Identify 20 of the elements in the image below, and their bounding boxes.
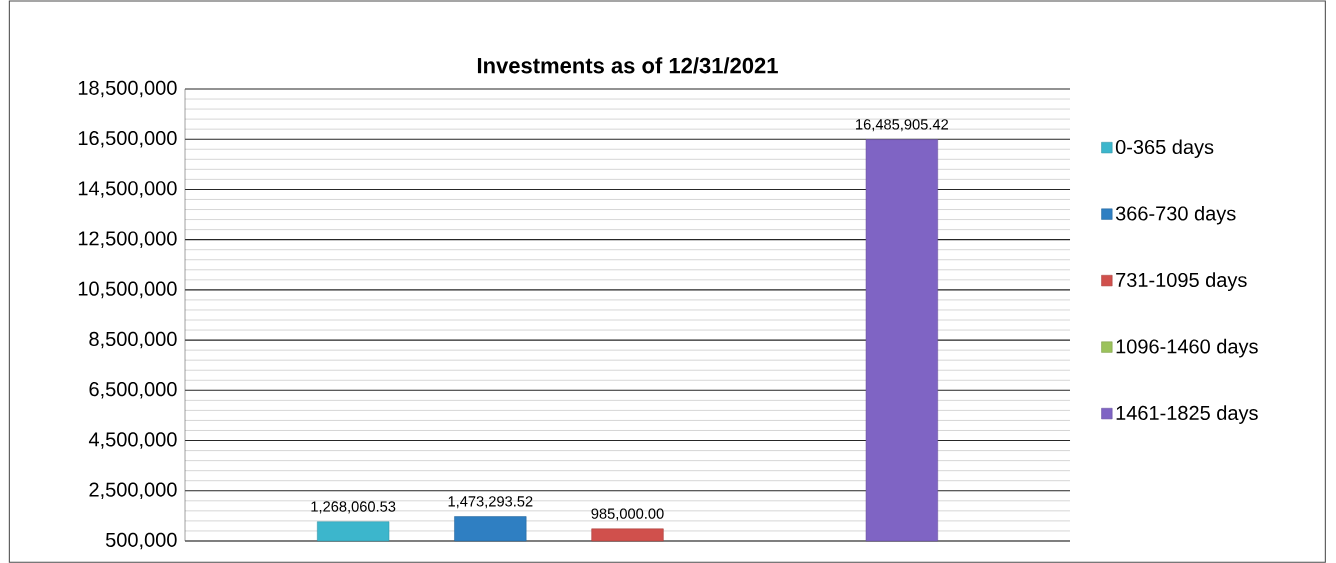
y-tick-label: 18,500,000 xyxy=(78,80,177,98)
legend-label: 366-730 days xyxy=(1115,205,1236,225)
legend-label: 0-365 days xyxy=(1115,139,1214,159)
chart-title: Investments as of 12/31/2021 xyxy=(477,57,778,74)
y-tick-label: 500,000 xyxy=(105,532,177,550)
legend-label: 1096-1460 days xyxy=(1116,338,1258,358)
y-tick-label: 12,500,000 xyxy=(78,231,177,248)
y-tick-label: 16,500,000 xyxy=(78,130,177,148)
data-label: 1,473,293.52 xyxy=(448,496,533,509)
y-tick-label: 8,500,000 xyxy=(89,331,177,349)
y-tick-label: 14,500,000 xyxy=(78,181,177,198)
legend-label: 1461-1825 days xyxy=(1116,405,1258,424)
data-label: 16,485,905.42 xyxy=(856,119,949,132)
data-label: 1,268,060.53 xyxy=(311,501,396,514)
y-tick-label: 10,500,000 xyxy=(78,281,177,299)
y-tick-label: 6,500,000 xyxy=(89,382,177,399)
data-label: 985,000.00 xyxy=(591,508,664,521)
legend-label: 731-1095 days xyxy=(1116,272,1247,291)
y-tick-label: 2,500,000 xyxy=(89,482,177,500)
y-tick-label: 4,500,000 xyxy=(88,432,177,449)
